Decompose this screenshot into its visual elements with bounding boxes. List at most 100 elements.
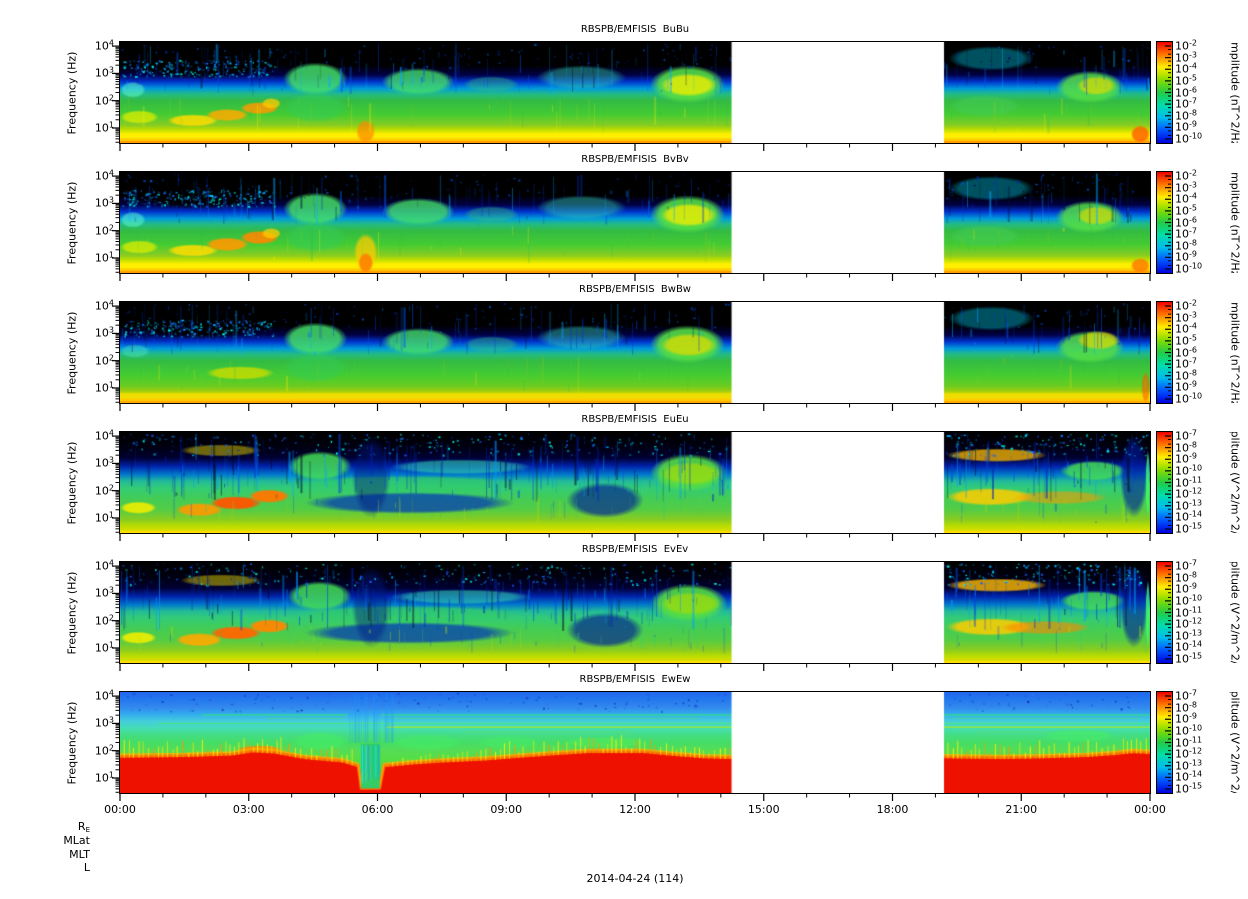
colorbar-tick-label: 10-3 bbox=[1175, 310, 1197, 325]
exponent: 4 bbox=[108, 38, 114, 48]
exponent: -13 bbox=[1189, 498, 1203, 508]
colorbar-tick-label: 10-15 bbox=[1175, 781, 1203, 796]
colorbar-unit-label-BwBw: amplitude (nT^2/Hz) bbox=[1228, 302, 1242, 403]
colorbar-tick-label: 10-14 bbox=[1175, 769, 1203, 784]
exponent: -5 bbox=[1189, 73, 1197, 83]
exponent: 3 bbox=[108, 325, 114, 335]
y-tick-label: 102 bbox=[94, 223, 114, 238]
exponent: 4 bbox=[108, 298, 114, 308]
colorbar-tick-label: 10-8 bbox=[1175, 440, 1197, 455]
y-tick-label: 104 bbox=[94, 38, 114, 53]
exponent: 2 bbox=[108, 613, 114, 623]
exponent: -12 bbox=[1189, 486, 1203, 496]
exponent: -4 bbox=[1189, 191, 1197, 201]
exponent: 3 bbox=[108, 715, 114, 725]
y-tick-label: 102 bbox=[94, 353, 114, 368]
exponent: -11 bbox=[1189, 605, 1203, 614]
exponent: 2 bbox=[108, 353, 114, 363]
colorbar-tick-label: 10-11 bbox=[1175, 735, 1203, 749]
exponent: -7 bbox=[1189, 688, 1197, 698]
colorbar-tick-label: 10-8 bbox=[1175, 108, 1197, 123]
date-label: 2014-04-24 (114) bbox=[586, 872, 684, 885]
colorbar-tick-label: 10-8 bbox=[1175, 700, 1197, 715]
colorbar-tick-label: 10-14 bbox=[1175, 509, 1203, 524]
colorbar-tick-label: 10-8 bbox=[1175, 570, 1197, 585]
x-tick-label: 06:00 bbox=[361, 803, 394, 816]
colorbar-tick-label: 10-7 bbox=[1175, 226, 1197, 241]
exponent: 1 bbox=[108, 250, 114, 260]
spectrogram-BvBv bbox=[120, 172, 1150, 273]
colorbar-tick-label: 10-5 bbox=[1175, 333, 1197, 348]
plot-area-EvEv bbox=[119, 561, 1151, 664]
exponent: -14 bbox=[1189, 509, 1203, 519]
plot-area-EwEw bbox=[119, 691, 1151, 794]
y-axis-label-BwBw: Frequency (Hz) bbox=[65, 311, 79, 394]
colorbar-tick-label: 10-4 bbox=[1175, 61, 1197, 76]
colorbar-unit-clip: amplitude (nT^2/Hz) bbox=[1222, 302, 1248, 403]
exponent: -9 bbox=[1189, 379, 1197, 389]
colorbar-BvBv bbox=[1156, 171, 1173, 274]
colorbar-tick-label: 10-6 bbox=[1175, 345, 1197, 359]
exponent: -13 bbox=[1189, 628, 1203, 638]
exponent: -7 bbox=[1189, 428, 1197, 438]
colorbar-tick-label: 10-6 bbox=[1175, 85, 1197, 99]
exponent: 4 bbox=[108, 558, 114, 568]
y-tick-label: 101 bbox=[94, 120, 114, 135]
plot-area-BvBv bbox=[119, 171, 1151, 274]
exponent: -10 bbox=[1189, 593, 1203, 603]
y-tick-label: 103 bbox=[94, 195, 114, 210]
exponent: -9 bbox=[1189, 119, 1197, 129]
colorbar-tick-label: 10-9 bbox=[1175, 711, 1197, 726]
exponent: -3 bbox=[1189, 50, 1197, 60]
y-tick-label: 102 bbox=[94, 613, 114, 628]
colorbar-tick-label: 10-9 bbox=[1175, 119, 1197, 134]
exponent: -4 bbox=[1189, 61, 1197, 71]
colorbar-tick-label: 10-12 bbox=[1175, 486, 1203, 501]
colorbar-tick-label: 10-15 bbox=[1175, 521, 1203, 536]
colorbar-tick-label: 10-5 bbox=[1175, 73, 1197, 88]
colorbar-unit-label-BvBv: amplitude (nT^2/Hz) bbox=[1228, 172, 1242, 273]
exponent: -10 bbox=[1189, 723, 1203, 733]
colorbar-tick-label: 10-7 bbox=[1175, 428, 1197, 443]
colorbar-tick-label: 10-8 bbox=[1175, 238, 1197, 253]
exponent: -2 bbox=[1189, 168, 1197, 178]
exponent: -11 bbox=[1189, 475, 1203, 484]
colorbar-tick-label: 10-9 bbox=[1175, 379, 1197, 394]
colorbar-unit-clip: amplitude (V^2/m^2/Hz) bbox=[1222, 562, 1248, 663]
y-tick-label: 101 bbox=[94, 250, 114, 265]
colorbar-tick-label: 10-2 bbox=[1175, 298, 1197, 313]
y-tick-label: 104 bbox=[94, 168, 114, 183]
y-tick-label: 103 bbox=[94, 65, 114, 80]
y-tick-label: 103 bbox=[94, 455, 114, 470]
colorbar-tick-label: 10-10 bbox=[1175, 131, 1203, 146]
exponent: -8 bbox=[1189, 440, 1197, 450]
colorbar-BwBw bbox=[1156, 301, 1173, 404]
colorbar-unit-label-EwEw: amplitude (V^2/m^2/Hz) bbox=[1228, 692, 1242, 793]
exponent: -12 bbox=[1189, 616, 1203, 626]
exponent: -5 bbox=[1189, 333, 1197, 343]
x-tick-label: 09:00 bbox=[490, 803, 523, 816]
exponent: -4 bbox=[1189, 321, 1197, 331]
y-tick-label: 101 bbox=[94, 770, 114, 785]
colorbar-unit-label-EvEv: amplitude (V^2/m^2/Hz) bbox=[1228, 562, 1242, 663]
y-tick-label: 104 bbox=[94, 558, 114, 573]
exponent: 2 bbox=[108, 223, 114, 233]
ephemeris-label-mlt: MLT bbox=[69, 847, 90, 861]
exponent: 4 bbox=[108, 168, 114, 178]
colorbar-tick-label: 10-14 bbox=[1175, 639, 1203, 654]
colorbar-tick-label: 10-2 bbox=[1175, 38, 1197, 53]
exponent: 1 bbox=[108, 510, 114, 520]
x-tick-label: 18:00 bbox=[876, 803, 909, 816]
y-tick-label: 104 bbox=[94, 428, 114, 443]
exponent: -3 bbox=[1189, 310, 1197, 320]
y-tick-label: 102 bbox=[94, 93, 114, 108]
colorbar-tick-label: 10-3 bbox=[1175, 180, 1197, 195]
colorbar-tick-label: 10-7 bbox=[1175, 356, 1197, 371]
y-tick-label: 101 bbox=[94, 640, 114, 655]
colorbar-tick-label: 10-2 bbox=[1175, 168, 1197, 183]
exponent: -8 bbox=[1189, 108, 1197, 118]
colorbar-tick-label: 10-10 bbox=[1175, 261, 1203, 276]
x-tick-label: 00:00 bbox=[1134, 803, 1166, 816]
x-tick-label: 00:00 bbox=[104, 803, 136, 816]
exponent: -2 bbox=[1189, 298, 1197, 308]
